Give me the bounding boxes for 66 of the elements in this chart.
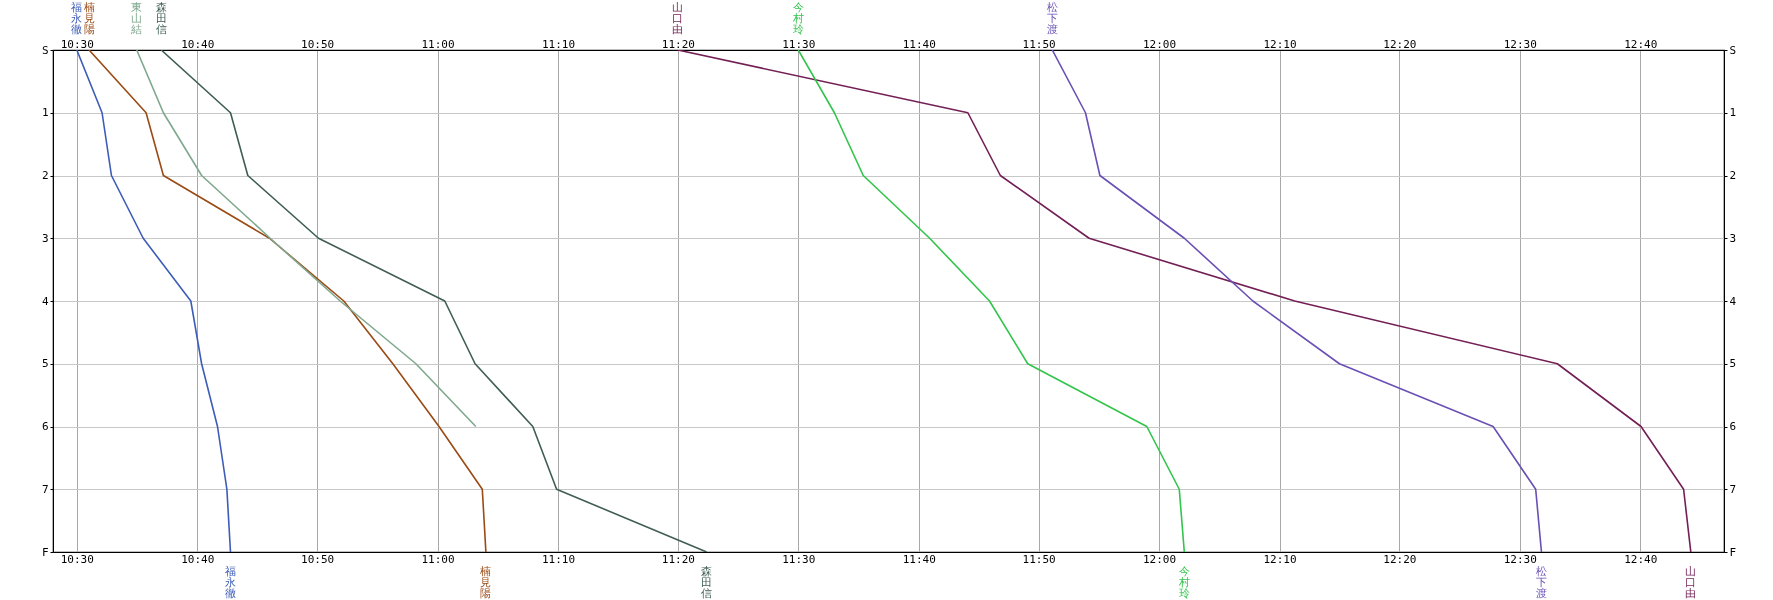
series-label: 森田信 bbox=[701, 565, 713, 600]
line-series bbox=[76, 50, 232, 552]
series-label: 松下渡 bbox=[1535, 565, 1547, 600]
x-tick-label: 12:30 bbox=[1503, 552, 1537, 566]
x2-tick-label: 12:40 bbox=[1624, 37, 1658, 51]
y2-tick-label: 3 bbox=[1729, 231, 1737, 245]
y2-tick-label: 6 bbox=[1729, 420, 1737, 433]
x2-tick-label: 10:30 bbox=[60, 37, 94, 51]
x2-tick-label: 11:30 bbox=[782, 37, 816, 51]
series-label: 東山結 bbox=[130, 1, 143, 36]
line-series bbox=[88, 50, 487, 552]
series-label: 楠見陽 bbox=[480, 565, 492, 600]
y-tick-label: F bbox=[41, 545, 49, 559]
x-tick-label: 11:30 bbox=[782, 552, 816, 566]
y2-tick-label: F bbox=[1729, 545, 1737, 559]
x-tick-label: 11:20 bbox=[661, 552, 695, 566]
y-tick-label: 7 bbox=[41, 482, 49, 496]
x-tick-label: 11:00 bbox=[421, 552, 455, 566]
x2-tick-label: 12:20 bbox=[1383, 37, 1417, 51]
x-tick-label: 10:40 bbox=[181, 552, 215, 566]
text: 今村玲 bbox=[792, 1, 804, 36]
x2-tick-label: 11:10 bbox=[541, 37, 576, 51]
x-tick-label: 11:10 bbox=[541, 552, 576, 566]
text: 松下渡 bbox=[1046, 1, 1058, 36]
x-tick-label: 12:40 bbox=[1624, 552, 1658, 566]
x2-tick-label: 11:20 bbox=[661, 37, 695, 51]
line-series bbox=[160, 50, 708, 552]
y2-tick-label: 4 bbox=[1729, 294, 1737, 308]
text: 山口由 bbox=[672, 1, 684, 36]
series-label: 山口由 bbox=[1685, 565, 1697, 600]
y-tick-label: 1 bbox=[41, 106, 49, 120]
series-label: 福永徹 bbox=[224, 565, 236, 600]
x2-tick-label: 11:00 bbox=[421, 37, 455, 51]
x-tick-label: 11:50 bbox=[1022, 552, 1056, 566]
text: 楠見陽 bbox=[83, 1, 95, 36]
x2-tick-label: 10:40 bbox=[181, 37, 215, 51]
y2-tick-label: 7 bbox=[1729, 482, 1737, 496]
y2-tick-label: 5 bbox=[1729, 357, 1737, 371]
x2-tick-label: 11:40 bbox=[902, 37, 936, 51]
line-series bbox=[677, 50, 1692, 552]
line-series bbox=[135, 50, 477, 428]
y-tick-label: S bbox=[41, 43, 49, 57]
y-tick-label: 6 bbox=[41, 420, 49, 433]
x-tick-label: 12:00 bbox=[1143, 552, 1177, 566]
line-series bbox=[797, 50, 1186, 552]
y2-tick-label: 2 bbox=[1729, 169, 1737, 182]
series-label: 今村玲 bbox=[1177, 565, 1190, 600]
text: 森田信 bbox=[155, 1, 167, 36]
x-tick-label: 10:50 bbox=[301, 552, 335, 566]
x-tick-label: 11:40 bbox=[902, 552, 936, 566]
y-tick-label: 5 bbox=[41, 357, 49, 371]
x2-tick-label: 11:50 bbox=[1022, 37, 1056, 51]
x2-tick-label: 12:30 bbox=[1503, 37, 1537, 51]
x-tick-label: 10:30 bbox=[60, 552, 94, 566]
x-tick-label: 12:20 bbox=[1383, 552, 1417, 566]
y-tick-label: 3 bbox=[41, 231, 49, 245]
y-tick-label: 4 bbox=[41, 294, 49, 308]
x2-tick-label: 12:00 bbox=[1143, 37, 1177, 51]
line-series bbox=[1051, 50, 1543, 552]
x2-tick-label: 10:50 bbox=[301, 37, 335, 51]
y-tick-label: 2 bbox=[41, 169, 49, 182]
y2-tick-label: S bbox=[1729, 43, 1737, 57]
y2-tick-label: 1 bbox=[1729, 106, 1737, 120]
text: 福永徹 bbox=[71, 1, 83, 36]
x-tick-label: 12:10 bbox=[1263, 552, 1297, 566]
x2-tick-label: 12:10 bbox=[1263, 37, 1297, 51]
